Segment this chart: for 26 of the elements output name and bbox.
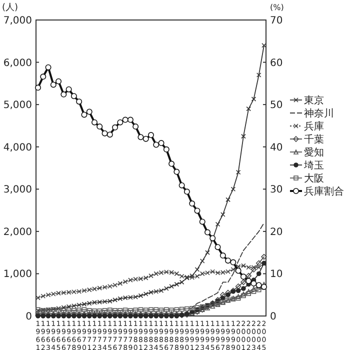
y-tick-label: 1,000 xyxy=(3,269,32,280)
y-tick-label: 4,000 xyxy=(3,142,32,154)
y2-tick-label: 50 xyxy=(270,100,283,112)
legend-label: 神奈川 xyxy=(304,108,334,120)
y-axis-title: (人) xyxy=(2,2,18,13)
legend-label: 兵庫 xyxy=(304,120,324,132)
y-tick-label: 0 xyxy=(26,312,32,322)
y2-tick-label: 0 xyxy=(270,312,276,322)
legend-label: 埼玉 xyxy=(303,160,324,172)
y2-tick-label: 10 xyxy=(270,269,283,280)
legend-label: 大阪 xyxy=(304,172,324,184)
y-tick-label: 7,000 xyxy=(3,16,32,26)
legend-label: 千葉 xyxy=(304,134,324,146)
legend-label: 愛知 xyxy=(304,146,324,158)
legend-label: 東京 xyxy=(304,94,324,106)
y2-tick-label: 30 xyxy=(270,184,283,196)
y-tick-label: 2,000 xyxy=(3,226,32,238)
y2-axis-title: (%) xyxy=(270,3,284,12)
y2-tick-label: 60 xyxy=(270,58,283,69)
legend-label: 兵庫割合 xyxy=(304,186,344,198)
y2-tick-label: 40 xyxy=(270,142,283,154)
y2-tick-label: 20 xyxy=(270,226,283,238)
y-tick-label: 6,000 xyxy=(3,58,32,69)
y-tick-label: 3,000 xyxy=(3,184,32,196)
y-tick-label: 5,000 xyxy=(3,100,32,112)
y2-tick-label: 70 xyxy=(270,16,283,26)
